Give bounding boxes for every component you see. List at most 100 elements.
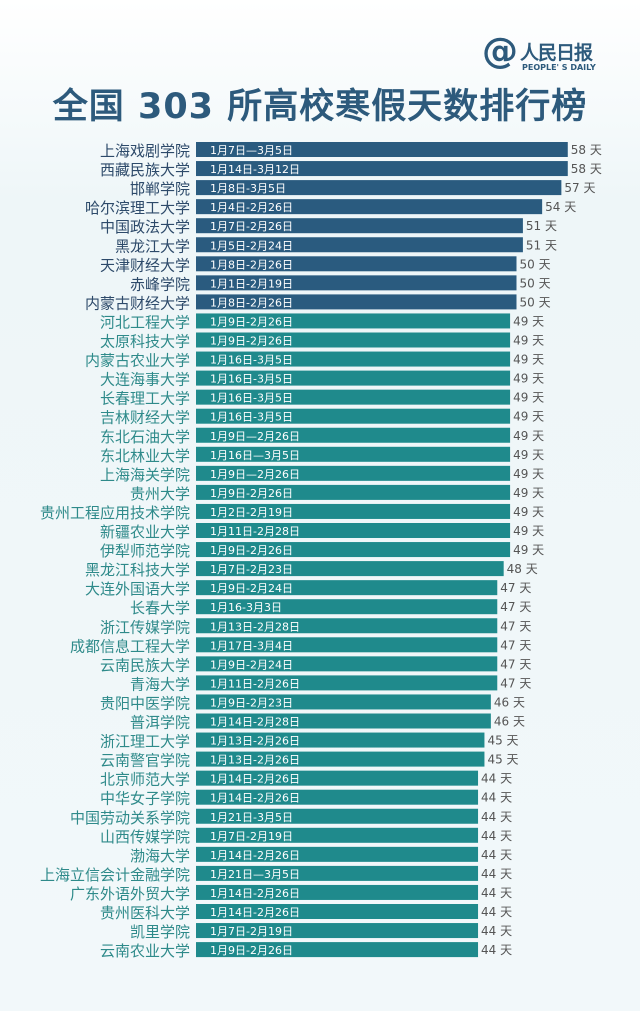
date-range-label: 1月5日-2月24日 [210, 239, 293, 252]
value-label: 49 天 [513, 391, 544, 405]
bar [196, 370, 511, 386]
bar [196, 256, 517, 272]
category-label: 大连外国语大学 [85, 580, 190, 598]
value-label: 44 天 [481, 924, 512, 938]
value-label: 51 天 [526, 238, 557, 252]
bar [196, 542, 511, 558]
date-range-label: 1月16日—3月5日 [210, 449, 300, 462]
category-label: 青海大学 [130, 675, 190, 693]
category-label: 伊犁师范学院 [100, 542, 190, 560]
date-range-label: 1月14日-2月28日 [210, 716, 300, 729]
date-range-label: 1月9日-2月26日 [210, 944, 293, 957]
value-label: 50 天 [520, 257, 551, 271]
value-label: 44 天 [481, 810, 512, 824]
logo-en: PEOPLE' S DAILY [522, 63, 596, 72]
date-range-label: 1月9日-2月26日 [210, 544, 293, 557]
value-label: 49 天 [513, 372, 544, 386]
value-label: 44 天 [481, 886, 512, 900]
category-label: 贵州医科大学 [100, 904, 190, 922]
bar [196, 770, 479, 786]
category-label: 邯郸学院 [130, 180, 190, 198]
date-range-label: 1月14日-2月26日 [210, 792, 300, 805]
bar [196, 313, 511, 329]
bar [196, 942, 479, 958]
value-label: 44 天 [481, 943, 512, 957]
date-range-label: 1月16日-3月5日 [210, 354, 293, 367]
bar [196, 827, 479, 843]
category-label: 贵阳中医学院 [100, 694, 190, 712]
date-range-label: 1月17日-3月4日 [210, 639, 293, 652]
date-range-label: 1月9日-2月23日 [210, 696, 293, 709]
value-label: 49 天 [513, 467, 544, 481]
value-label: 44 天 [481, 772, 512, 786]
bar [196, 484, 511, 500]
category-label: 长春大学 [130, 599, 190, 617]
value-label: 49 天 [513, 429, 544, 443]
category-label: 成都信息工程大学 [70, 637, 190, 655]
date-range-label: 1月9日-2月24日 [210, 658, 293, 671]
value-label: 47 天 [500, 581, 531, 595]
bar [196, 351, 511, 367]
value-label: 47 天 [500, 657, 531, 671]
value-label: 49 天 [513, 353, 544, 367]
bar [196, 199, 543, 215]
date-range-label: 1月7日-2月26日 [210, 220, 293, 233]
category-label: 贵州工程应用技术学院 [40, 504, 190, 522]
category-label: 广东外语外贸大学 [70, 885, 190, 903]
bar [196, 294, 517, 310]
date-range-label: 1月13日-2月26日 [210, 754, 300, 767]
bar [196, 713, 491, 729]
bar [196, 865, 479, 881]
value-label: 45 天 [487, 753, 518, 767]
bar [196, 694, 491, 710]
value-label: 49 天 [513, 410, 544, 424]
value-label: 50 天 [520, 276, 551, 290]
logo-cn: 人民日报 [520, 42, 593, 64]
category-label: 云南民族大学 [100, 656, 190, 674]
category-label: 太原科技大学 [100, 333, 190, 351]
date-range-label: 1月16-3月3日 [210, 601, 282, 614]
value-label: 44 天 [481, 848, 512, 862]
bar [196, 465, 511, 481]
value-label: 44 天 [481, 867, 512, 881]
category-label: 长春理工大学 [100, 390, 190, 408]
date-range-label: 1月16日-3月5日 [210, 392, 293, 405]
bar [196, 580, 498, 596]
date-range-label: 1月13日-2月28日 [210, 620, 300, 633]
bar [196, 599, 498, 615]
date-range-label: 1月11日-2月26日 [210, 677, 300, 690]
value-label: 45 天 [487, 734, 518, 748]
bar [196, 637, 498, 653]
value-label: 50 天 [520, 295, 551, 309]
bar [196, 275, 517, 291]
category-label: 天津财经大学 [100, 256, 190, 274]
value-label: 49 天 [513, 543, 544, 557]
category-label: 大连海事大学 [100, 371, 190, 389]
logo-at-icon: @ [482, 31, 518, 72]
bar [196, 732, 485, 748]
category-label: 河北工程大学 [100, 313, 190, 331]
value-label: 47 天 [500, 600, 531, 614]
value-label: 49 天 [513, 448, 544, 462]
date-range-label: 1月7日-2月23日 [210, 563, 293, 576]
value-label: 44 天 [481, 791, 512, 805]
category-label: 北京师范大学 [100, 771, 190, 789]
bar [196, 237, 523, 253]
date-range-label: 1月9日—2月26日 [210, 430, 300, 443]
date-range-label: 1月9日-2月26日 [210, 487, 293, 500]
category-label: 渤海大学 [130, 847, 190, 865]
bar [196, 618, 498, 634]
value-label: 44 天 [481, 829, 512, 843]
bar [196, 675, 498, 691]
category-label: 中国劳动关系学院 [70, 809, 190, 827]
value-label: 48 天 [507, 562, 538, 576]
category-label: 上海戏剧学院 [100, 142, 190, 160]
bar [196, 427, 511, 443]
date-range-label: 1月1日-2月19日 [210, 277, 293, 290]
value-label: 46 天 [494, 715, 525, 729]
bar [196, 846, 479, 862]
date-range-label: 1月16日-3月5日 [210, 373, 293, 386]
bar [196, 142, 568, 157]
date-range-label: 1月9日—2月26日 [210, 468, 300, 481]
value-label: 49 天 [513, 314, 544, 328]
